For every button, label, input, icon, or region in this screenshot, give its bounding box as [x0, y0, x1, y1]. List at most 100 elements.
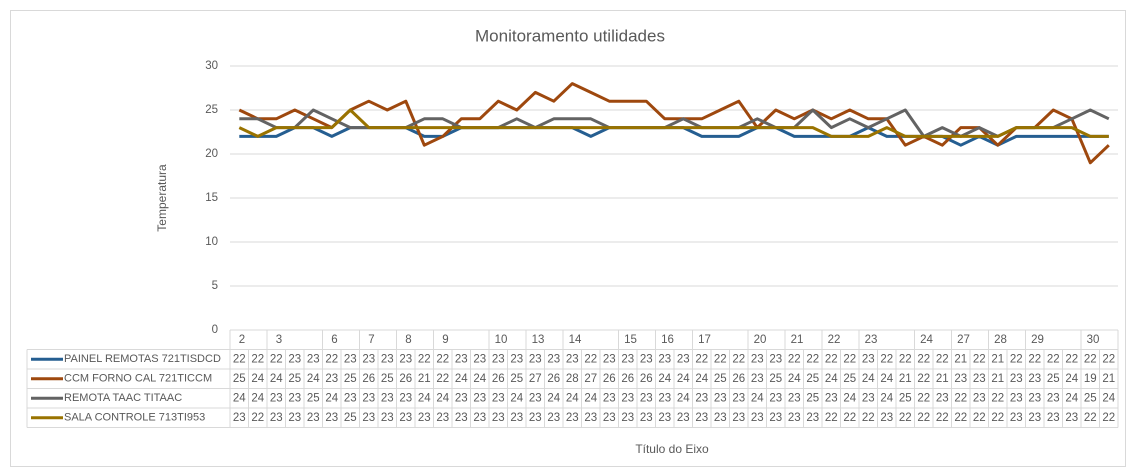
table-cell: 23	[640, 353, 653, 365]
table-cell: 23	[529, 353, 542, 365]
table-cell: 23	[825, 392, 838, 404]
table-cell: 23	[510, 412, 523, 424]
table-cell: 23	[769, 412, 782, 424]
table-cell: 22	[233, 353, 246, 365]
table-cell: 23	[732, 392, 745, 404]
table-cell: 23	[288, 412, 301, 424]
table-cell: 26	[492, 373, 505, 385]
table-cell: 23	[455, 412, 468, 424]
x-tick-label: 2	[239, 334, 245, 346]
table-cell: 24	[251, 373, 264, 385]
table-cell: 23	[307, 353, 320, 365]
table-cell: 23	[325, 373, 338, 385]
table-cell: 22	[1028, 353, 1041, 365]
table-cell: 22	[251, 353, 264, 365]
table-cell: 21	[418, 373, 431, 385]
table-cell: 23	[547, 412, 560, 424]
table-cell: 22	[584, 353, 597, 365]
table-cell: 26	[640, 373, 653, 385]
table-cell: 24	[325, 392, 338, 404]
table-cell: 23	[769, 392, 782, 404]
table-cell: 22	[1047, 353, 1060, 365]
table-cell: 21	[899, 373, 912, 385]
table-cell: 23	[473, 392, 486, 404]
x-tick-label: 27	[957, 334, 970, 346]
table-cell: 24	[547, 392, 560, 404]
table-cell: 22	[1065, 353, 1078, 365]
table-cell: 23	[880, 412, 893, 424]
table-cell: 22	[880, 353, 893, 365]
table-cell: 23	[455, 392, 468, 404]
table-cell: 21	[991, 353, 1004, 365]
table-cell: 22	[843, 353, 856, 365]
table-cell: 23	[603, 392, 616, 404]
x-tick-label: 28	[994, 334, 1007, 346]
y-tick-label: 20	[205, 148, 218, 160]
table-cell: 24	[1065, 373, 1078, 385]
series-line	[238, 108, 1109, 138]
table-cell: 23	[714, 392, 727, 404]
table-cell: 25	[381, 373, 394, 385]
table-cell: 24	[251, 392, 264, 404]
table-cell: 23	[529, 392, 542, 404]
x-tick-label: 13	[532, 334, 545, 346]
table-cell: 23	[788, 392, 801, 404]
table-cell: 23	[936, 392, 949, 404]
table-cell: 23	[492, 392, 505, 404]
table-cell: 24	[880, 373, 893, 385]
table-cell: 24	[788, 373, 801, 385]
chart-title: Monitoramento utilidades	[475, 26, 665, 45]
x-tick-label: 22	[828, 334, 841, 346]
table-cell: 26	[621, 373, 634, 385]
table-cell: 22	[954, 412, 967, 424]
table-cell: 23	[714, 412, 727, 424]
table-cell: 24	[566, 392, 579, 404]
table-cell: 23	[806, 412, 819, 424]
table-cell: 23	[751, 412, 764, 424]
x-tick-label: 21	[791, 334, 804, 346]
table-cell: 23	[1010, 412, 1023, 424]
table-cell: 22	[270, 353, 283, 365]
table-cell: 24	[658, 373, 671, 385]
table-cell: 22	[436, 373, 449, 385]
table-cell: 23	[362, 412, 375, 424]
table-cell: 23	[362, 392, 375, 404]
table-cell: 23	[751, 373, 764, 385]
table-cell: 23	[325, 412, 338, 424]
table-cell: 24	[436, 392, 449, 404]
table-cell: 25	[714, 373, 727, 385]
table-cell: 23	[529, 412, 542, 424]
table-cell: 21	[936, 373, 949, 385]
table-cell: 22	[788, 353, 801, 365]
table-cell: 25	[899, 392, 912, 404]
table-cell: 23	[1028, 392, 1041, 404]
table-cell: 24	[677, 392, 690, 404]
table-cell: 21	[954, 353, 967, 365]
table-cell: 23	[658, 412, 671, 424]
table-cell: 23	[658, 392, 671, 404]
table-cell: 23	[695, 392, 708, 404]
table-cell: 25	[806, 373, 819, 385]
table-cell: 23	[270, 392, 283, 404]
table-cell: 26	[399, 373, 412, 385]
table-cell: 22	[325, 353, 338, 365]
table-cell: 24	[880, 392, 893, 404]
table-cell: 23	[1010, 373, 1023, 385]
table-cell: 23	[1010, 392, 1023, 404]
table-cell: 24	[270, 373, 283, 385]
table-cell: 25	[1084, 392, 1097, 404]
table-cell: 21	[1102, 373, 1115, 385]
table-cell: 25	[233, 373, 246, 385]
table-cell: 23	[547, 353, 560, 365]
x-tick-label: 8	[405, 334, 411, 346]
x-tick-label: 6	[331, 334, 337, 346]
table-cell: 24	[455, 373, 468, 385]
table-cell: 23	[270, 412, 283, 424]
table-cell: 22	[418, 353, 431, 365]
table-cell: 25	[1047, 373, 1060, 385]
table-cell: 24	[843, 392, 856, 404]
table-cell: 21	[991, 373, 1004, 385]
table-cell: 23	[473, 412, 486, 424]
x-tick-label: 29	[1031, 334, 1044, 346]
